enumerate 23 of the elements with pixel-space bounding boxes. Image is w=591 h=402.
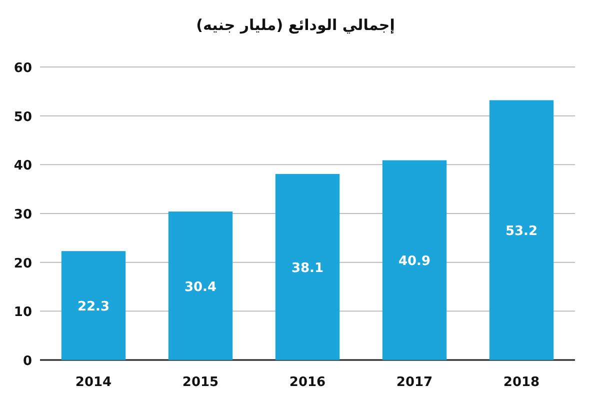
data-label: 38.1 (291, 260, 324, 276)
y-tick-label: 50 (14, 110, 32, 125)
data-label: 22.3 (77, 300, 110, 315)
y-tick-label: 40 (14, 158, 32, 174)
y-tick-label: 10 (14, 305, 32, 320)
data-label: 40.9 (398, 254, 431, 270)
x-tick-label: 2015 (182, 375, 219, 390)
y-tick-label: 30 (14, 208, 32, 222)
x-tick-label: 2018 (503, 375, 540, 390)
bar (61, 251, 126, 360)
x-tick-label: 2014 (75, 375, 112, 390)
y-tick-label: 60 (14, 61, 32, 76)
y-tick-label: 20 (14, 256, 32, 272)
x-tick-label: 2016 (289, 375, 326, 390)
bar (382, 160, 447, 360)
bar (168, 212, 233, 360)
chart-title: إجمالي الودائع (مليار جنيه) (196, 16, 395, 34)
bar (489, 100, 554, 360)
x-tick-label: 2017 (396, 375, 433, 390)
bar (275, 174, 340, 360)
y-tick-label: 0 (22, 354, 32, 369)
data-label: 53.2 (505, 224, 538, 240)
data-label: 30.4 (184, 280, 217, 295)
